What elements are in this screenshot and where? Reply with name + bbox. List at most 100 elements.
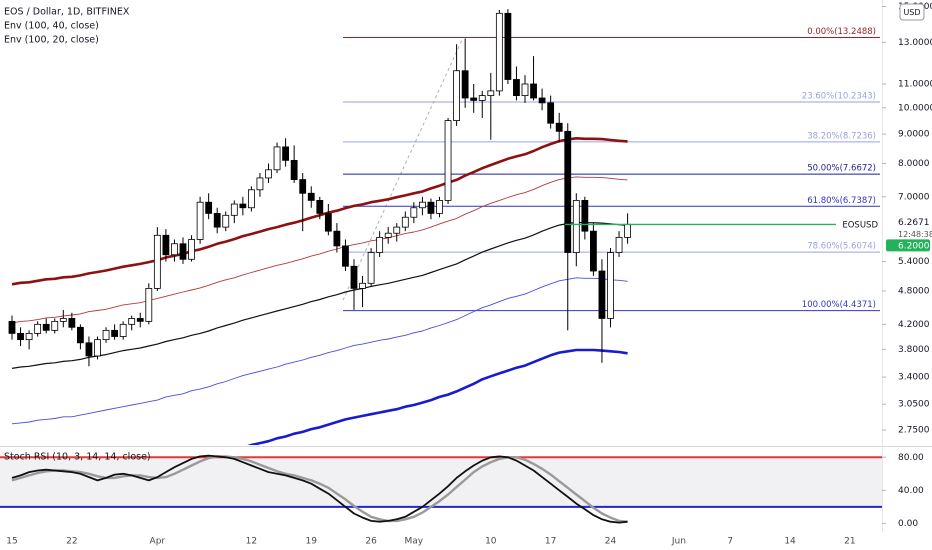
fib-label: 78.60%(5.6074) [807,242,876,252]
candle-body [418,201,426,209]
candle-body [282,146,290,161]
price-line-label-bg [836,218,880,231]
x-tick-label: 7 [727,537,733,547]
candle-body [17,333,24,341]
candle-body [624,223,631,238]
candle-body [230,203,238,216]
y-tick-label: 0.00 [898,519,918,529]
y-tick-label: 4.8000 [898,286,930,296]
candle-body [265,169,272,179]
fib-label: 38.20%(8.7236) [807,131,876,141]
candle-body [350,265,358,289]
candle-body [590,230,597,272]
candle-body [359,282,366,289]
x-tick-label: 19 [306,537,318,547]
candle-body [153,234,161,289]
x-tick-label: 17 [545,537,556,547]
current-price: 6.2671 [898,218,930,228]
y-tick-label: 80.00 [898,453,924,463]
stoch-panel [0,454,882,524]
fib-label: 23.60%(10.2343) [802,92,876,102]
candle-body [461,70,469,99]
candle-body [34,323,42,334]
candle-body [222,214,230,228]
candle-body [393,226,401,234]
candle-body [538,97,546,104]
candle-body [513,79,520,97]
x-tick-label: 21 [844,537,855,547]
candle-body [316,200,324,214]
x-tick-label: 26 [365,537,377,547]
x-tick-label: 24 [605,537,617,547]
candle-body [145,288,153,322]
candle-body [94,339,101,357]
fib-label: 61.80%(6.7387) [807,196,876,206]
candle-body [68,318,76,328]
candle-body [470,97,478,101]
envelope-line [11,277,628,425]
candle-body [487,90,495,97]
candle-body [342,245,349,267]
y-tick-label: 40.00 [898,486,924,496]
candle-body [333,230,341,247]
candle-body [607,252,614,319]
countdown: 12:48:38 [898,230,932,239]
x-tick-label: 14 [784,537,796,547]
y-tick-label: 3.4000 [898,373,930,383]
y-tick-label: 2.7500 [898,426,930,436]
envelope-line [247,348,628,445]
candle-body [376,236,384,253]
candle-body [136,318,144,322]
y-tick-label: 9.0000 [898,130,930,140]
candle-body [239,203,247,209]
candle-body [444,120,452,201]
candle-body [179,243,187,260]
candle-body [59,318,67,322]
envelope-line [11,176,628,324]
fib-label: 100.00%(4.4371) [802,300,876,310]
price-line-label: EOSUSD [842,220,878,230]
x-tick-label: 22 [66,537,77,547]
candle-body [324,213,332,232]
candle-body [410,207,418,218]
candle-body [102,329,110,341]
price-panel: 0.00%(13.2488) 23.60%(10.2343) 38.20%(8.72… [8,9,880,445]
candle-body [495,12,503,92]
candle-body [51,320,59,331]
x-tick-label: May [405,537,424,547]
fib-label: 50.00%(7.6672) [807,164,876,174]
candle-body [171,243,178,256]
candle-body [401,216,409,228]
candle-body [25,333,33,341]
stoch-line [11,455,628,523]
fib-label: 0.00%(13.2488) [807,27,876,37]
candle-body [77,326,84,344]
legend-entry: Env (100, 40, close) [4,21,99,32]
chart-title: EOS / Dollar, 1D, BITFINEX [4,7,130,18]
axes: 2.7500 3.0500 3.4000 3.8000 4.2000 4.8000 5.40… [6,2,932,546]
y-tick-label: 3.8000 [898,345,930,355]
y-tick-label: 8.0000 [898,159,930,169]
candle-body [85,342,93,357]
candle-body [427,201,435,214]
candle-body [307,192,315,201]
candle-body [42,323,50,331]
candle-body [256,177,264,191]
currency-box [899,3,925,21]
candle-body [111,329,118,337]
x-tick-label: Apr [150,537,166,547]
candle-body [615,236,623,253]
y-tick-label: 7.0000 [898,192,930,202]
y-tick-label: 4.2000 [898,320,930,330]
indicator-title: Stoch RSI (10, 3, 14, 14, close) [4,452,151,463]
candle-body [205,201,213,214]
candle-body [8,320,16,334]
candle-body [162,234,170,256]
candle-body [128,318,136,325]
y-tick-label: 10.0000 [898,103,932,113]
candle-body [530,83,537,99]
candle-body [547,102,555,124]
candle-body [119,323,127,337]
candle-body [299,179,307,194]
candle-body [555,122,563,132]
